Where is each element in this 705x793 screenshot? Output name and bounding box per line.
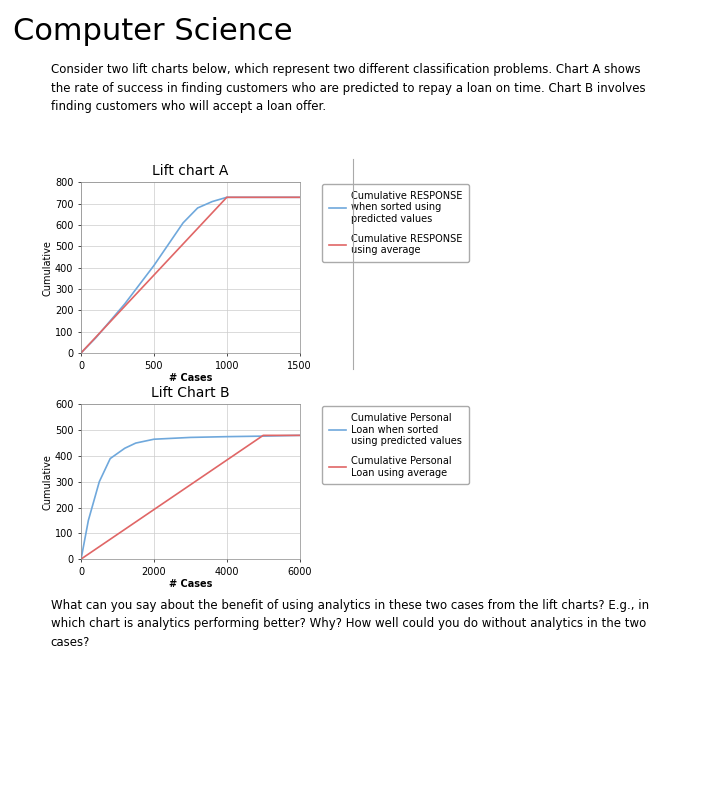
X-axis label: # Cases: # Cases: [168, 580, 212, 589]
X-axis label: # Cases: # Cases: [168, 374, 212, 383]
Title: Lift chart A: Lift chart A: [152, 164, 228, 178]
Text: Computer Science: Computer Science: [13, 17, 293, 47]
Legend: Cumulative Personal
Loan when sorted
using predicted values, Cumulative Personal: Cumulative Personal Loan when sorted usi…: [322, 406, 469, 485]
Legend: Cumulative RESPONSE
when sorted using
predicted values, Cumulative RESPONSE
usin: Cumulative RESPONSE when sorted using pr…: [322, 184, 470, 262]
Y-axis label: Cumulative: Cumulative: [42, 239, 52, 296]
Text: Consider two lift charts below, which represent two different classification pro: Consider two lift charts below, which re…: [51, 63, 645, 113]
Y-axis label: Cumulative: Cumulative: [42, 454, 52, 510]
Title: Lift Chart B: Lift Chart B: [151, 386, 230, 400]
Text: What can you say about the benefit of using analytics in these two cases from th: What can you say about the benefit of us…: [51, 599, 649, 649]
